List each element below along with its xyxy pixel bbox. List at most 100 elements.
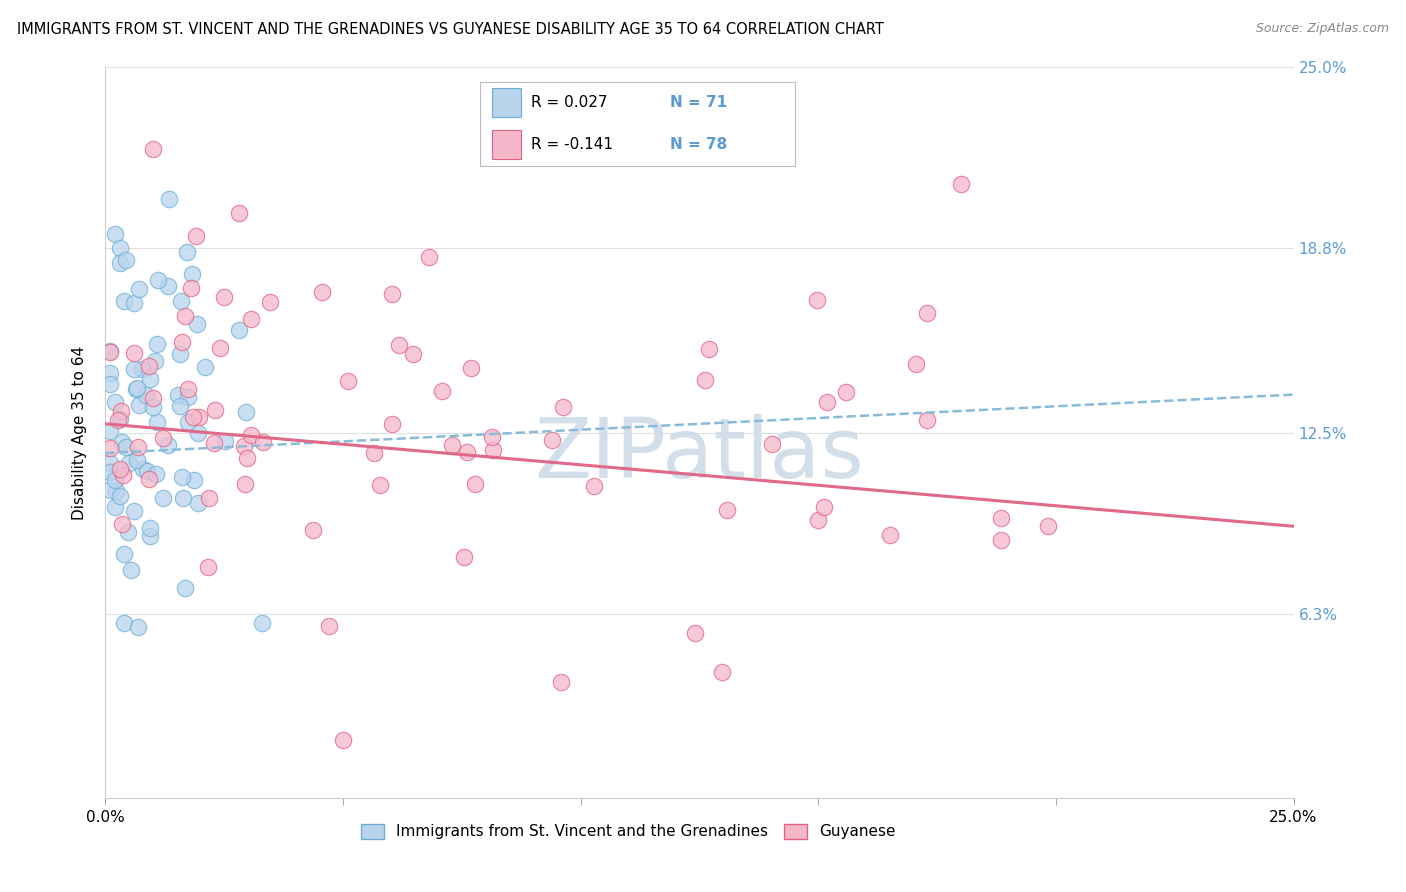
Point: [104, 227, 127, 241]
FancyBboxPatch shape: [492, 88, 522, 117]
Point: [122, 361, 145, 376]
Point: [806, 293, 828, 307]
Point: [131, 362, 153, 376]
Point: [114, 440, 136, 454]
Point: [157, 192, 180, 206]
Point: [381, 417, 404, 431]
Point: [174, 581, 197, 595]
Point: [104, 473, 127, 487]
Point: [183, 474, 205, 488]
Point: [108, 462, 131, 476]
FancyBboxPatch shape: [479, 81, 794, 166]
Point: [114, 615, 136, 630]
Point: [228, 206, 250, 220]
Point: [204, 402, 226, 417]
Point: [138, 359, 160, 374]
Point: [114, 293, 136, 308]
Point: [699, 342, 721, 356]
Point: [98, 377, 121, 392]
Point: [259, 295, 281, 310]
Y-axis label: Disability Age 35 to 64: Disability Age 35 to 64: [72, 345, 87, 520]
Point: [139, 372, 162, 386]
Point: [198, 491, 221, 505]
Point: [197, 560, 219, 574]
Point: [127, 440, 149, 454]
Point: [177, 415, 200, 429]
Point: [127, 620, 149, 634]
Point: [453, 550, 475, 565]
Point: [172, 491, 194, 506]
Point: [233, 476, 256, 491]
Point: [128, 282, 150, 296]
Point: [917, 413, 939, 427]
Point: [125, 381, 148, 395]
Point: [332, 732, 354, 747]
Point: [146, 415, 169, 429]
Point: [172, 470, 194, 484]
Point: [180, 267, 202, 281]
Point: [481, 430, 503, 444]
Point: [114, 252, 136, 267]
Point: [186, 317, 208, 331]
Point: [108, 241, 131, 255]
Point: [136, 464, 159, 478]
Point: [142, 391, 165, 405]
Point: [381, 287, 404, 301]
Point: [105, 484, 128, 499]
Point: [311, 285, 333, 299]
Point: [142, 142, 165, 156]
Text: N = 71: N = 71: [669, 95, 727, 110]
Point: [104, 395, 127, 409]
Point: [214, 290, 236, 304]
Point: [990, 511, 1012, 525]
Point: [915, 306, 938, 320]
Point: [540, 433, 562, 447]
Point: [145, 337, 167, 351]
Point: [235, 405, 257, 419]
Point: [181, 409, 204, 424]
Point: [117, 524, 139, 539]
Point: [302, 524, 325, 538]
Point: [551, 400, 574, 414]
Point: [170, 335, 193, 350]
Point: [1038, 519, 1060, 533]
Point: [440, 437, 463, 451]
Point: [582, 479, 605, 493]
Point: [194, 360, 217, 375]
Point: [157, 438, 180, 452]
Point: [142, 400, 165, 414]
Point: [228, 323, 250, 337]
Point: [187, 409, 209, 424]
Point: [122, 296, 145, 310]
Point: [368, 477, 391, 491]
Point: [112, 468, 135, 483]
FancyBboxPatch shape: [492, 130, 522, 160]
Point: [139, 521, 162, 535]
Point: [146, 273, 169, 287]
Point: [252, 615, 274, 630]
Point: [98, 344, 121, 359]
Point: [432, 384, 454, 398]
Point: [98, 424, 121, 438]
Point: [120, 563, 142, 577]
Point: [761, 437, 783, 451]
Point: [550, 675, 572, 690]
Point: [835, 384, 858, 399]
Point: [482, 442, 505, 457]
Point: [177, 391, 200, 405]
Point: [233, 439, 256, 453]
Point: [135, 388, 157, 402]
Point: [169, 347, 191, 361]
Point: [180, 280, 202, 294]
Point: [152, 431, 174, 445]
Point: [176, 244, 198, 259]
Point: [111, 435, 134, 450]
Text: N = 78: N = 78: [669, 137, 727, 153]
Text: Source: ZipAtlas.com: Source: ZipAtlas.com: [1256, 22, 1389, 36]
Point: [98, 456, 121, 470]
Point: [460, 361, 482, 376]
Point: [108, 489, 131, 503]
Point: [685, 625, 707, 640]
Point: [464, 476, 486, 491]
Point: [145, 467, 167, 482]
